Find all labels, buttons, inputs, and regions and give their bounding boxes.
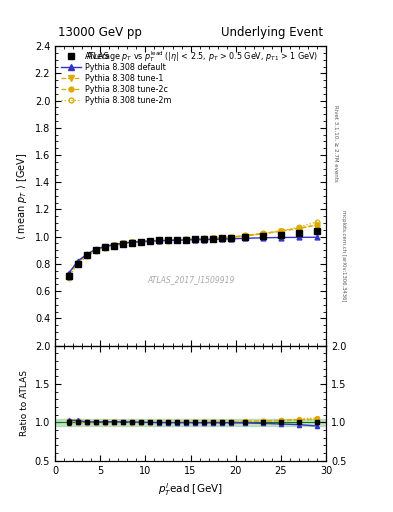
Text: mcplots.cern.ch [arXiv:1306.3436]: mcplots.cern.ch [arXiv:1306.3436] [342,210,346,302]
Text: Average $p_T$ vs $p_T^{\rm lead}$ ($|\eta|$ < 2.5, $p_T$ > 0.5 GeV, $p_{T1}$ > 1: Average $p_T$ vs $p_T^{\rm lead}$ ($|\et… [86,49,318,64]
Bar [55,419,326,426]
X-axis label: $p_T^l$ead [GeV]: $p_T^l$ead [GeV] [158,481,223,498]
Text: Rivet 3.1.10, ≥ 2.7M events: Rivet 3.1.10, ≥ 2.7M events [334,105,338,182]
Y-axis label: Ratio to ATLAS: Ratio to ATLAS [20,370,29,436]
Y-axis label: $\langle$ mean $p_T$ $\rangle$ [GeV]: $\langle$ mean $p_T$ $\rangle$ [GeV] [15,152,29,240]
Text: 13000 GeV pp: 13000 GeV pp [58,26,141,38]
Text: Underlying Event: Underlying Event [221,26,323,38]
Text: ATLAS_2017_I1509919: ATLAS_2017_I1509919 [147,275,234,284]
Legend: ATLAS, Pythia 8.308 default, Pythia 8.308 tune-1, Pythia 8.308 tune-2c, Pythia 8: ATLAS, Pythia 8.308 default, Pythia 8.30… [59,50,173,106]
